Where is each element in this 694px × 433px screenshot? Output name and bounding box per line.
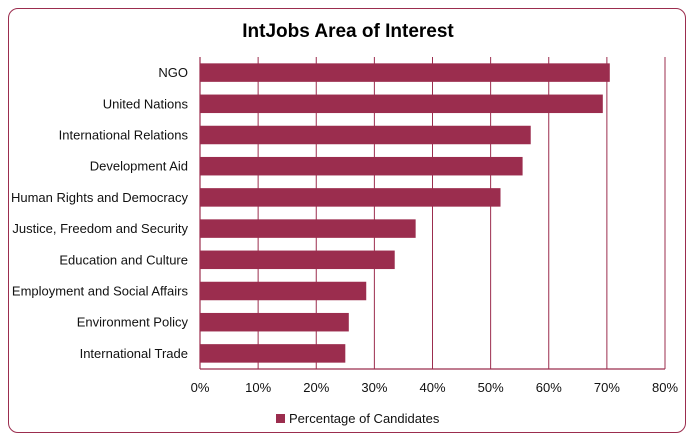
bar [200, 219, 416, 238]
x-tick-label: 10% [245, 380, 271, 395]
x-tick-label: 40% [419, 380, 445, 395]
bar [200, 63, 610, 82]
category-label: Justice, Freedom and Security [12, 221, 188, 236]
category-label: Human Rights and Democracy [11, 190, 189, 205]
bars [200, 63, 610, 363]
category-label: Employment and Social Affairs [12, 284, 189, 299]
legend-label: Percentage of Candidates [289, 411, 440, 426]
x-tick-label: 20% [303, 380, 329, 395]
category-label: International Relations [59, 128, 189, 143]
bar [200, 188, 501, 207]
category-label: NGO [158, 65, 188, 80]
category-label: Development Aid [90, 159, 188, 174]
bar [200, 344, 346, 363]
x-tick-label: 30% [361, 380, 387, 395]
bar [200, 156, 523, 176]
bar [200, 94, 603, 114]
category-label: International Trade [80, 346, 188, 361]
x-tick-label: 60% [536, 380, 562, 395]
x-tick-labels: 0% 10% 20% 30% 40% 50% 60% 70% 80% [191, 380, 679, 395]
x-tick-label: 0% [191, 380, 210, 395]
category-label: United Nations [103, 96, 189, 111]
x-tick-label: 80% [652, 380, 678, 395]
bar [200, 312, 349, 332]
legend: Percentage of Candidates [276, 411, 440, 426]
bar [200, 281, 367, 301]
category-label: Education and Culture [59, 252, 188, 267]
x-tick-label: 50% [478, 380, 504, 395]
bar [200, 125, 531, 145]
chart-title: IntJobs Area of Interest [242, 21, 454, 42]
x-tick-label: 70% [594, 380, 620, 395]
category-labels: NGO United Nations International Relations… [11, 65, 189, 361]
category-label: Environment Policy [77, 315, 189, 330]
bar [200, 250, 395, 270]
legend-swatch [276, 414, 285, 423]
